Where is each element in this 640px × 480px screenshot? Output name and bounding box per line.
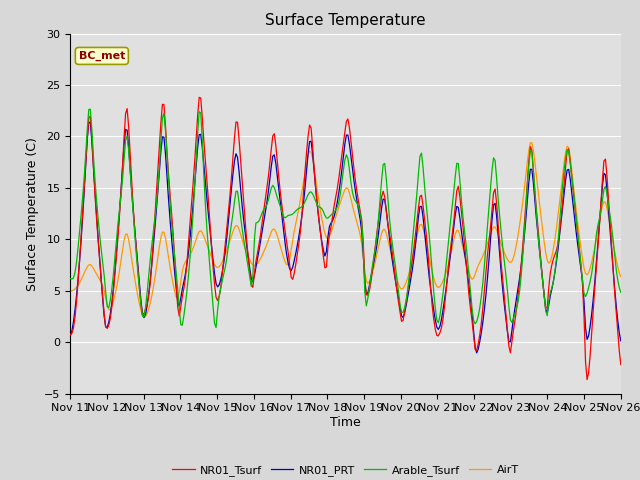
NR01_PRT xyxy=(232,151,240,156)
NR01_Tsurf xyxy=(589,307,597,312)
Arable_Tsurf xyxy=(212,325,220,331)
Line: Arable_Tsurf: Arable_Tsurf xyxy=(70,109,621,328)
NR01_Tsurf xyxy=(232,119,240,125)
NR01_PRT xyxy=(250,273,258,278)
AirT xyxy=(617,274,625,279)
Arable_Tsurf xyxy=(310,194,318,200)
NR01_PRT xyxy=(617,338,625,344)
AirT xyxy=(527,140,534,145)
Arable_Tsurf xyxy=(67,276,74,282)
NR01_Tsurf xyxy=(260,209,268,215)
Arable_Tsurf xyxy=(261,205,269,211)
AirT xyxy=(589,252,597,258)
NR01_Tsurf xyxy=(195,95,203,100)
Line: AirT: AirT xyxy=(70,143,621,317)
NR01_PRT xyxy=(85,119,93,125)
NR01_PRT xyxy=(308,151,316,156)
X-axis label: Time: Time xyxy=(330,416,361,429)
NR01_Tsurf xyxy=(583,377,591,383)
Text: BC_met: BC_met xyxy=(79,51,125,61)
Legend: NR01_Tsurf, NR01_PRT, Arable_Tsurf, AirT: NR01_Tsurf, NR01_PRT, Arable_Tsurf, AirT xyxy=(168,460,524,480)
NR01_Tsurf xyxy=(67,332,74,338)
Line: NR01_Tsurf: NR01_Tsurf xyxy=(70,97,621,380)
Arable_Tsurf xyxy=(589,260,597,265)
Arable_Tsurf xyxy=(617,289,625,295)
AirT xyxy=(260,249,268,255)
NR01_PRT xyxy=(260,220,268,226)
Line: NR01_PRT: NR01_PRT xyxy=(70,122,621,353)
AirT xyxy=(308,156,316,161)
Y-axis label: Surface Temperature (C): Surface Temperature (C) xyxy=(26,137,39,290)
Arable_Tsurf xyxy=(252,220,260,226)
AirT xyxy=(250,263,258,269)
Arable_Tsurf xyxy=(136,286,143,292)
AirT xyxy=(134,293,141,299)
Arable_Tsurf xyxy=(86,106,94,112)
NR01_PRT xyxy=(589,297,597,302)
NR01_PRT xyxy=(136,280,143,286)
NR01_PRT xyxy=(67,333,74,338)
AirT xyxy=(232,223,240,228)
NR01_Tsurf xyxy=(134,266,141,272)
AirT xyxy=(140,314,148,320)
NR01_Tsurf xyxy=(617,362,625,368)
AirT xyxy=(67,288,74,294)
NR01_Tsurf xyxy=(250,271,258,276)
NR01_Tsurf xyxy=(308,144,316,150)
NR01_PRT xyxy=(473,350,481,356)
Arable_Tsurf xyxy=(234,189,241,194)
Title: Surface Temperature: Surface Temperature xyxy=(266,13,426,28)
